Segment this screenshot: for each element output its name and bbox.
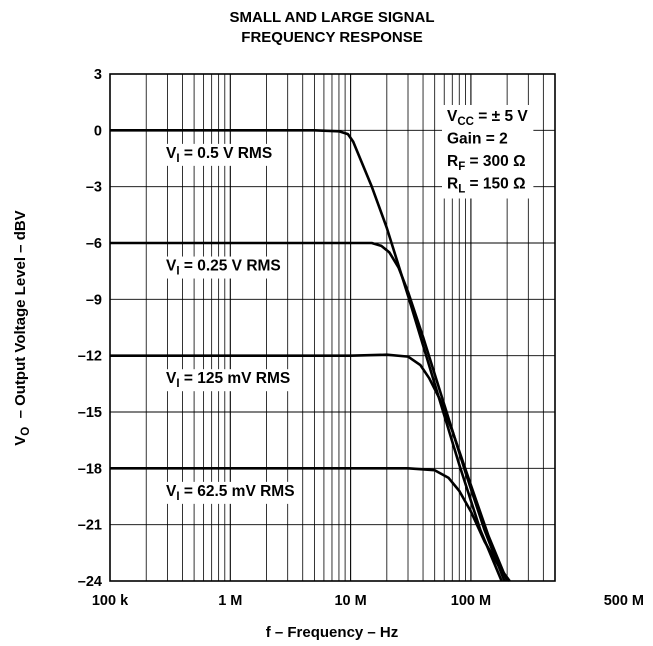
- series-label: VI = 0.5 V RMS: [166, 145, 272, 165]
- condition-rest: = ± 5 V: [474, 108, 528, 125]
- y-tick-label: –6: [86, 236, 102, 252]
- series-label-background: [163, 256, 284, 279]
- y-axis-label-rest: – Output Voltage Level – dBV: [12, 210, 29, 426]
- series-label-rest: = 0.25 V RMS: [180, 258, 281, 275]
- condition-sub: F: [458, 161, 465, 173]
- series-label: VI = 62.5 mV RMS: [166, 483, 295, 503]
- condition-main: V: [447, 108, 458, 125]
- series-label-background: [163, 143, 276, 166]
- condition-line: Gain = 2: [447, 131, 508, 148]
- y-axis-label: VO – Output Voltage Level – dBV: [12, 210, 32, 445]
- x-axis-label: f – Frequency – Hz: [266, 624, 399, 641]
- y-tick-label: –12: [78, 349, 102, 365]
- series-label-sub: I: [176, 491, 179, 503]
- series-label-rest: = 0.5 V RMS: [180, 145, 273, 162]
- y-tick-label: –24: [78, 574, 102, 590]
- condition-line: VCC = ± 5 V: [447, 108, 528, 128]
- chart-title-line-1: SMALL AND LARGE SIGNAL: [230, 9, 435, 26]
- series-label-main: V: [166, 483, 177, 500]
- series-line: [110, 353, 509, 582]
- series-label-background: [163, 369, 294, 392]
- condition-line: RL = 150 Ω: [447, 176, 526, 196]
- labels: 3 0 –3 –6 –9 –12 –15 –18 –21 –24 100 k 1 M 10 M 100 M…: [78, 67, 644, 609]
- chart-title-line-2: FREQUENCY RESPONSE: [241, 29, 422, 46]
- series-label-main: V: [166, 145, 177, 162]
- condition-main: R: [447, 153, 458, 170]
- y-tick-label: –3: [86, 180, 102, 196]
- condition-sub: L: [458, 184, 465, 196]
- condition-main: R: [447, 176, 458, 193]
- series-label-background: [163, 481, 298, 504]
- y-tick-label: –15: [78, 405, 102, 421]
- series-label-sub: I: [176, 378, 179, 390]
- series-label-main: V: [166, 370, 177, 387]
- y-axis-label-main: V: [12, 436, 29, 446]
- y-axis-label-sub: O: [20, 427, 32, 436]
- series-label-rest: = 125 mV RMS: [180, 370, 291, 387]
- series-label-main: V: [166, 258, 177, 275]
- y-tick-label: 0: [94, 123, 102, 139]
- series-label-sub: I: [176, 266, 179, 278]
- series-line: [110, 129, 503, 582]
- plot-frame: [109, 73, 556, 582]
- series-label: VI = 125 mV RMS: [166, 370, 290, 390]
- y-tick-label: –9: [86, 292, 102, 308]
- x-tick-label: 100 k: [92, 593, 129, 609]
- y-tick-label: 3: [94, 67, 102, 83]
- series-label: VI = 0.25 V RMS: [166, 258, 281, 278]
- x-tick-label: 1 M: [218, 593, 242, 609]
- condition-rest: = 150 Ω: [465, 176, 525, 193]
- curves: [110, 129, 511, 582]
- conditions-box: [442, 105, 534, 199]
- condition-rest: = 300 Ω: [465, 153, 525, 170]
- condition-sub: CC: [457, 116, 474, 128]
- condition-main: Gain = 2: [447, 131, 508, 148]
- series-label-rest: = 62.5 mV RMS: [180, 483, 295, 500]
- x-tick-label: 10 M: [334, 593, 366, 609]
- condition-line: RF = 300 Ω: [447, 153, 526, 173]
- x-tick-label: 100 M: [451, 593, 491, 609]
- series-label-sub: I: [176, 153, 179, 165]
- y-tick-label: –21: [78, 518, 102, 534]
- series-line: [110, 467, 511, 582]
- x-tick-label: 500 M: [604, 593, 644, 609]
- y-tick-label: –18: [78, 461, 102, 477]
